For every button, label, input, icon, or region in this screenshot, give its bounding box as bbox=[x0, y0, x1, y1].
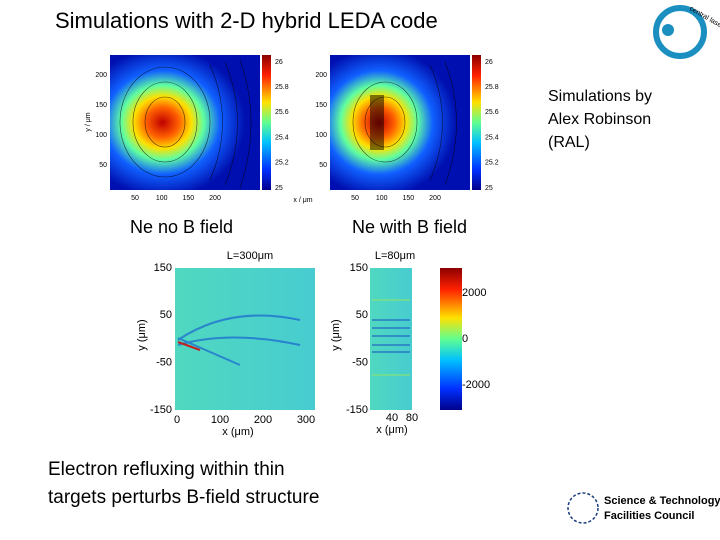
tick-label: 50 bbox=[351, 195, 359, 202]
bottom-left-plot bbox=[175, 268, 315, 410]
tick-label: 25.4 bbox=[485, 134, 499, 141]
stfc-logo: Science & Technology Facilities Council bbox=[567, 492, 720, 524]
tick-label: 150 bbox=[95, 102, 107, 109]
tick-label: 50 bbox=[160, 309, 172, 321]
tick-label: 100 bbox=[211, 414, 229, 426]
tick-label: 50 bbox=[319, 162, 327, 169]
tick-label: 25.2 bbox=[485, 160, 499, 167]
tick-label: 50 bbox=[99, 162, 107, 169]
tick-label: 100 bbox=[156, 195, 168, 202]
clf-logo: central laser facility bbox=[653, 5, 720, 59]
tick-label: 25 bbox=[485, 185, 493, 192]
tick-label: 200 bbox=[254, 414, 272, 426]
tick-label: 25.8 bbox=[485, 84, 499, 91]
tick-label: 25.6 bbox=[485, 109, 499, 116]
tick-label: 100 bbox=[376, 195, 388, 202]
tick-label: 100 bbox=[95, 132, 107, 139]
tick-label: 200 bbox=[95, 72, 107, 79]
top-left-plot bbox=[110, 55, 271, 190]
colorbar bbox=[440, 268, 462, 410]
stfc-logo-text: Facilities Council bbox=[604, 510, 694, 522]
tick-label: 200 bbox=[209, 195, 221, 202]
tick-label: 80 bbox=[406, 412, 418, 424]
tick-label: 150 bbox=[402, 195, 414, 202]
slide-title: Simulations with 2-D hybrid LEDA code bbox=[55, 8, 438, 33]
tick-label: -50 bbox=[352, 357, 368, 369]
tick-label: 50 bbox=[356, 309, 368, 321]
tick-label: -50 bbox=[156, 357, 172, 369]
tick-label: -150 bbox=[346, 404, 368, 416]
x-axis-label: x (μm) bbox=[376, 424, 407, 436]
top-y-label: y / μm bbox=[85, 112, 92, 131]
tick-label: -150 bbox=[150, 404, 172, 416]
plot-title: L=300μm bbox=[227, 250, 273, 262]
tick-label: 26 bbox=[275, 59, 283, 66]
tick-label: 300 bbox=[297, 414, 315, 426]
tick-label: 100 bbox=[315, 132, 327, 139]
conclusion-line: Electron refluxing within thin bbox=[48, 459, 285, 480]
tick-label: 50 bbox=[131, 195, 139, 202]
plot-title: L=80μm bbox=[375, 250, 415, 262]
stfc-logo-text: Science & Technology bbox=[604, 495, 720, 507]
tick-label: -2000 bbox=[462, 379, 490, 391]
credit-line: Alex Robinson bbox=[548, 111, 651, 128]
top-x-label: x / μm bbox=[293, 197, 312, 204]
credit-line: (RAL) bbox=[548, 134, 590, 151]
caption: Ne no B field bbox=[130, 217, 233, 237]
tick-label: 150 bbox=[350, 262, 368, 274]
tick-label: 0 bbox=[174, 414, 180, 426]
tick-label: 25.6 bbox=[275, 109, 289, 116]
tick-label: 0 bbox=[462, 333, 468, 345]
tick-label: 25.2 bbox=[275, 160, 289, 167]
conclusion-line: targets perturbs B-field structure bbox=[48, 487, 319, 508]
tick-label: 200 bbox=[429, 195, 441, 202]
y-axis-label: y (μm) bbox=[136, 319, 148, 350]
credit-line: Simulations by bbox=[548, 88, 652, 105]
tick-label: 25.8 bbox=[275, 84, 289, 91]
y-axis-label: y (μm) bbox=[330, 319, 342, 350]
tick-label: 150 bbox=[182, 195, 194, 202]
tick-label: 25 bbox=[275, 185, 283, 192]
tick-label: 150 bbox=[315, 102, 327, 109]
tick-label: 40 bbox=[386, 412, 398, 424]
bottom-right-plot bbox=[370, 268, 412, 410]
tick-label: 26 bbox=[485, 59, 493, 66]
top-right-plot bbox=[330, 55, 481, 190]
caption: Ne with B field bbox=[352, 217, 467, 237]
tick-label: 2000 bbox=[462, 287, 486, 299]
tick-label: 150 bbox=[154, 262, 172, 274]
tick-label: 200 bbox=[315, 72, 327, 79]
x-axis-label: x (μm) bbox=[222, 426, 253, 438]
tick-label: 25.4 bbox=[275, 134, 289, 141]
